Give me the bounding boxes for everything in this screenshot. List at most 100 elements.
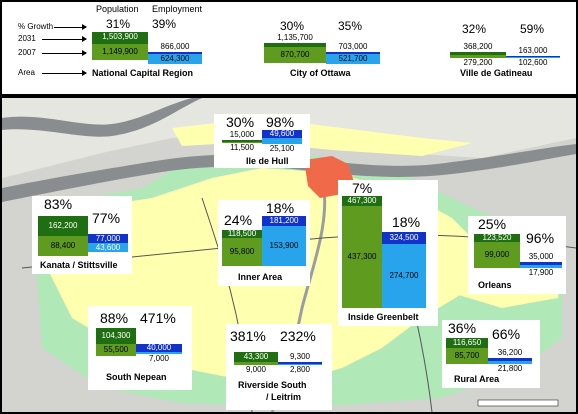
- orleans-emp-2031-value: 35,000: [528, 252, 554, 261]
- gatineau-emp-growth: 59%: [520, 22, 545, 36]
- hull-info-box: 30% 98% 15,000 11,500 49,600 25,100 Ile …: [214, 114, 310, 168]
- inner-pop-growth: 24%: [224, 212, 253, 228]
- legend-key-2031: 2031: [18, 34, 36, 43]
- orleans-emp-2031-bar: [520, 262, 562, 265]
- orleans-info-box: 25% 96% 123,520 99,000 35,000 17,900 Orl…: [468, 216, 566, 294]
- riverside-pop-2031-bar: 43,300: [234, 352, 278, 362]
- rural-info-box: 36% 66% 116,650 85,700 36,200 21,800 Rur…: [442, 320, 540, 388]
- kanata-pop-growth: 83%: [44, 196, 73, 212]
- riverside-pop-growth: 381%: [230, 328, 266, 344]
- orleans-pop-growth: 25%: [478, 216, 507, 232]
- greenbelt-info-box: 7% 18% 467,300 437,300 324,500 274,700 I…: [338, 180, 438, 326]
- kanata-area-name: Kanata / Stittsville: [40, 260, 118, 270]
- inner-pop-2031-bar: 118,500: [222, 230, 262, 238]
- nepean-pop-growth: 88%: [100, 310, 129, 326]
- gatineau-emp-2007-bar: [506, 57, 560, 58]
- kanata-emp-2031-bar: 77,000: [88, 234, 128, 243]
- arrow-icon: [42, 36, 87, 42]
- greenbelt-emp-growth: 18%: [392, 214, 421, 230]
- nepean-emp-2031-bar: 40,000: [136, 344, 182, 352]
- arrow-icon: [42, 70, 87, 76]
- ottawa-river: [2, 144, 576, 202]
- hull-pop-2007-bar: [222, 142, 262, 143]
- rural-area-name: Rural Area: [454, 374, 500, 384]
- nepean-pop-2031-bar: 104,300: [96, 328, 136, 344]
- riverside-info-box: 381% 232% 43,300 9,000 9,300 2,800 River…: [226, 324, 332, 410]
- legend-key-growth: % Growth: [18, 22, 54, 31]
- hull-emp-2007-value: 25,100: [269, 144, 295, 153]
- riverside-emp-2007-bar: [278, 364, 322, 365]
- rural-pop-growth: 36%: [448, 320, 477, 336]
- employment-header: Employment: [152, 4, 203, 14]
- ottawa-emp-2007-bar: 521,700: [326, 54, 380, 64]
- gatineau-emp-2031-value: 163,000: [518, 46, 548, 55]
- inner-area-name: Inner Area: [238, 272, 283, 282]
- ncr-emp-2031-bar: [148, 52, 202, 54]
- kanata-pop-2031-bar: 162,200: [38, 216, 88, 236]
- riverside-emp-growth: 232%: [280, 328, 316, 344]
- greenbelt-pop-2031-bar: 467,300: [342, 196, 382, 206]
- orleans-pop-2031-bar: 123,520: [474, 234, 520, 242]
- gatineau-pop-2007-value: 279,200: [463, 58, 493, 67]
- nepean-pop-2007-bar: 55,500: [96, 344, 136, 356]
- ncr-emp-growth: 39%: [152, 17, 177, 31]
- rural-emp-2031-bar: [488, 358, 532, 361]
- kanata-info-box: 83% 77% 162,200 88,400 77,000 43,600 Kan…: [32, 196, 132, 274]
- ncr-area-name: National Capital Region: [92, 68, 194, 78]
- gatineau-area-name: Ville de Gatineau: [460, 68, 533, 78]
- inner-info-box: 24% 18% 118,500 95,800 181,200 153,900 I…: [218, 200, 310, 286]
- legend-key-area: Area: [18, 68, 35, 77]
- riverside-emp-2031-bar: [278, 362, 322, 364]
- ncr-emp-2031-value: 866,000: [160, 42, 190, 51]
- hull-emp-growth: 98%: [266, 114, 295, 130]
- gatineau-river: [2, 98, 202, 137]
- rural-emp-growth: 66%: [492, 326, 521, 342]
- rural-emp-2007-bar: [488, 361, 532, 364]
- greenbelt-pop-growth: 7%: [352, 180, 373, 196]
- rural-pop-2007-bar: 85,700: [446, 348, 488, 364]
- hull-pop-2031-bar: [222, 140, 262, 142]
- legend-key-2007: 2007: [18, 48, 36, 57]
- inner-emp-2031-bar: 181,200: [262, 216, 306, 226]
- riverside-area-name-line2: / Leitrim: [266, 392, 302, 402]
- nepean-emp-growth: 471%: [140, 310, 176, 326]
- ottawa-emp-growth: 35%: [338, 19, 363, 33]
- gatineau-pop-2031-value: 368,200: [463, 42, 493, 51]
- hull-pop-2031-value: 15,000: [229, 130, 255, 139]
- rural-emp-2031-value: 36,200: [497, 348, 523, 357]
- kanata-pop-2007-bar: 88,400: [38, 236, 88, 256]
- nepean-info-box: 88% 471% 104,300 55,500 40,000 7,000 Sou…: [88, 306, 192, 390]
- population-header: Population: [96, 4, 139, 14]
- orleans-emp-2007-bar: [520, 265, 562, 268]
- arrow-icon: [42, 50, 87, 56]
- gatineau-pop-2031-bar: [450, 52, 506, 55]
- inner-pop-2007-bar: 95,800: [222, 238, 262, 266]
- ottawa-pop-2031-bar: [264, 43, 326, 47]
- gatineau-emp-2007-value: 102,600: [518, 58, 548, 67]
- nepean-emp-2007-bar: [136, 352, 182, 354]
- rural-emp-2007-value: 21,800: [497, 364, 523, 373]
- ottawa-pop-2031-value: 1,135,700: [277, 33, 313, 42]
- ncr-pop-2007-bar: 1,149,900: [92, 44, 148, 60]
- ncr-pop-growth: 31%: [106, 17, 131, 31]
- greenbelt-emp-2031-bar: 324,500: [382, 232, 426, 244]
- kanata-emp-2007-bar: 43,600: [88, 243, 128, 252]
- orleans-emp-2007-value: 17,900: [528, 268, 554, 277]
- riverside-pop-2007-value: 9,000: [245, 365, 267, 374]
- gatineau-pop-growth: 32%: [462, 22, 487, 36]
- arrow-icon: [54, 24, 87, 30]
- ottawa-pop-growth: 30%: [280, 19, 305, 33]
- inner-emp-2007-bar: 153,900: [262, 226, 306, 266]
- greenbelt-pop-2007-bar: 437,300: [342, 206, 382, 308]
- greenbelt-emp-2007-bar: 274,700: [382, 244, 426, 308]
- orleans-pop-2007-bar: 99,000: [474, 242, 520, 268]
- riverside-emp-2007-value: 2,800: [289, 365, 311, 374]
- riverside-pop-2007-bar: [234, 362, 278, 365]
- nepean-emp-2007-value: 7,000: [148, 354, 170, 363]
- greenbelt-area-name: Inside Greenbelt: [348, 312, 419, 322]
- ottawa-emp-2031-value: 703,000: [338, 42, 368, 51]
- inner-emp-growth: 18%: [266, 200, 295, 216]
- ottawa-area-name: City of Ottawa: [290, 68, 351, 78]
- orleans-emp-growth: 96%: [526, 230, 555, 246]
- ncr-pop-2031-bar: 1,503,900: [92, 32, 148, 44]
